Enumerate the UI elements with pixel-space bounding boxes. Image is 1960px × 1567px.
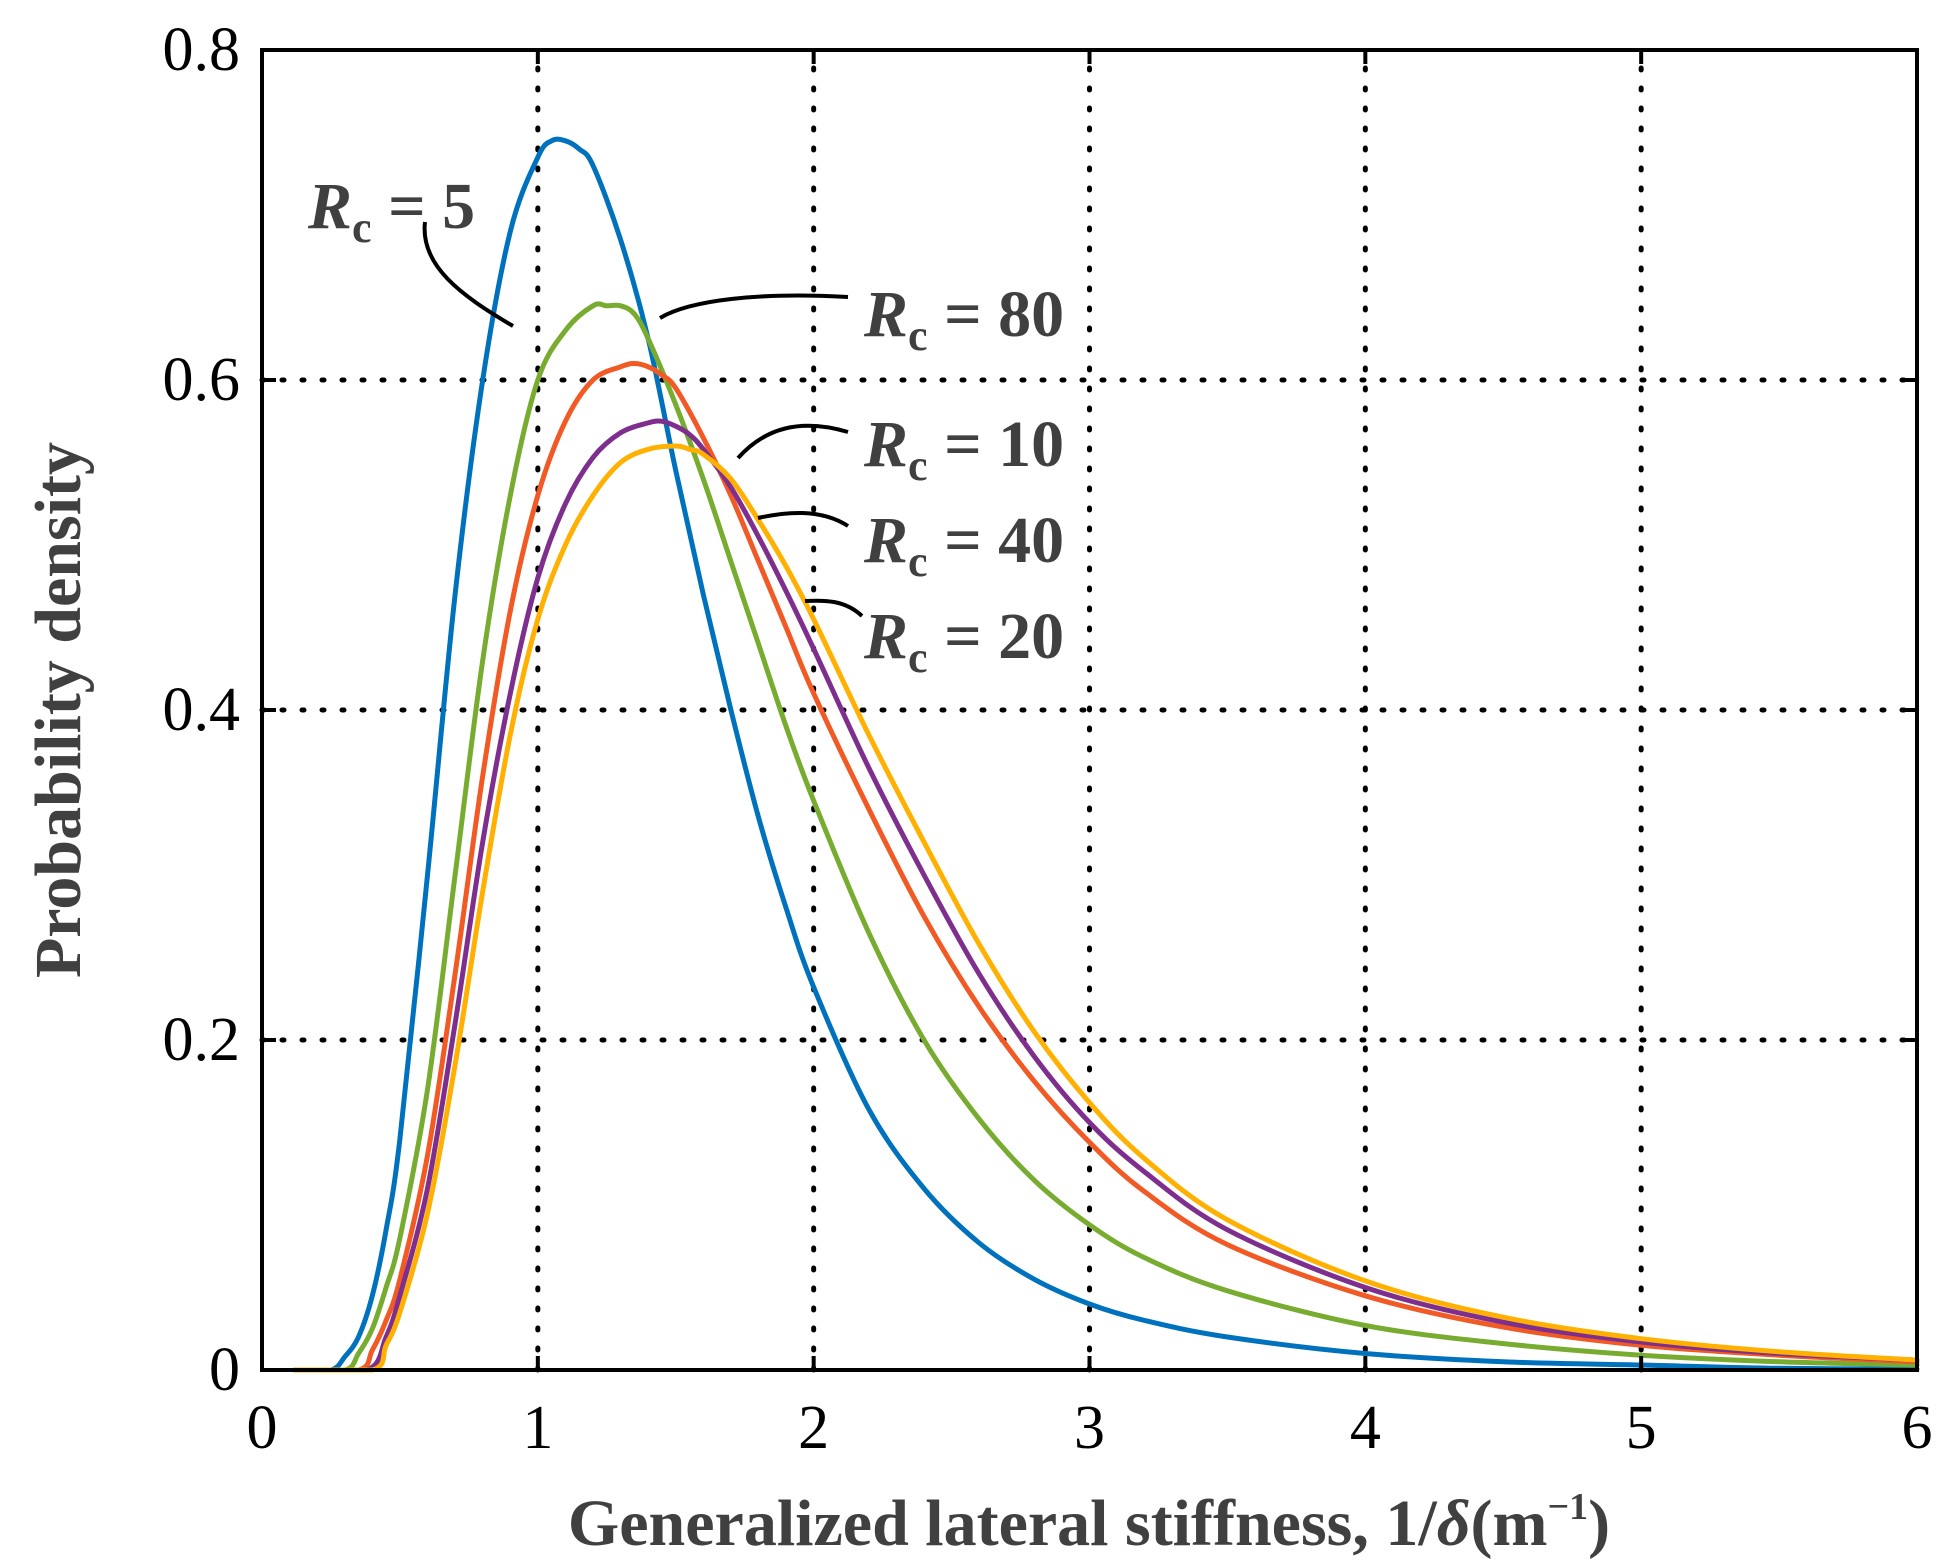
x-axis-title-exponent: −1	[1547, 1486, 1588, 1528]
x-tick-label: 6	[1902, 1394, 1933, 1462]
tick-label-layer: 0 1 2 3 4 5 6 0 0.2 0.4 0.6 0.8	[163, 16, 1933, 1462]
series-line-rc-80	[292, 301, 1920, 1373]
x-axis-title-unit: (m	[1471, 1487, 1548, 1560]
annotation-value: = 20	[928, 600, 1065, 673]
annotation-subscript: c	[908, 537, 928, 586]
x-tick-label: 1	[522, 1394, 553, 1462]
annotation-value: = 5	[372, 170, 476, 243]
annotation-subscript: c	[352, 203, 372, 252]
annotation-subscript: c	[908, 633, 928, 682]
x-tick-label: 3	[1074, 1394, 1105, 1462]
x-axis-title-close: )	[1588, 1487, 1610, 1560]
annotation-symbol: R	[307, 170, 352, 243]
series-layer	[292, 136, 1920, 1373]
y-tick-label: 0.2	[163, 1006, 241, 1074]
series-line-rc-40	[292, 418, 1920, 1373]
tick-layer	[260, 48, 1919, 1372]
y-tick-label: 0	[209, 1336, 240, 1404]
y-tick-label: 0.8	[163, 16, 241, 84]
leader-rc-5	[422, 221, 515, 328]
leader-rc-20	[804, 598, 864, 618]
annotation-symbol: R	[863, 408, 908, 481]
x-tick-label: 5	[1626, 1394, 1657, 1462]
annotation-leaders	[422, 221, 864, 618]
annotation-symbol: R	[863, 504, 908, 577]
leader-rc-40	[757, 511, 850, 528]
x-tick-label: 0	[247, 1394, 278, 1462]
x-axis-title: Generalized lateral stiffness, 1/δ(m−1)	[568, 1486, 1610, 1560]
annotation-rc-5: Rc = 5	[307, 170, 475, 252]
annotation-value: = 80	[928, 278, 1065, 351]
y-tick-label: 0.4	[163, 676, 241, 744]
grid-layer	[259, 47, 1920, 1373]
leader-rc-10	[736, 423, 849, 460]
annotation-rc-80: Rc = 80	[863, 278, 1064, 360]
annotation-subscript: c	[908, 311, 928, 360]
annotation-subscript: c	[908, 441, 928, 490]
x-axis-title-text: Generalized lateral stiffness, 1/	[568, 1487, 1438, 1560]
annotation-value: = 10	[928, 408, 1065, 481]
annotation-symbol: R	[863, 600, 908, 673]
series-line-rc-20	[292, 443, 1920, 1373]
series-line-rc-5	[292, 136, 1920, 1373]
annotation-symbol: R	[863, 278, 908, 351]
series-line-rc-10	[292, 361, 1920, 1373]
x-axis-title-symbol: δ	[1437, 1487, 1471, 1560]
annotation-rc-20: Rc = 20	[863, 600, 1064, 682]
annotation-rc-40: Rc = 40	[863, 504, 1064, 586]
x-tick-label: 2	[798, 1394, 829, 1462]
annotation-rc-10: Rc = 10	[863, 408, 1064, 490]
y-axis-title: Probability density	[22, 442, 95, 978]
leader-rc-80	[658, 293, 849, 320]
x-tick-label: 4	[1350, 1394, 1381, 1462]
annotation-value: = 40	[928, 504, 1065, 577]
y-tick-label: 0.6	[163, 346, 241, 414]
